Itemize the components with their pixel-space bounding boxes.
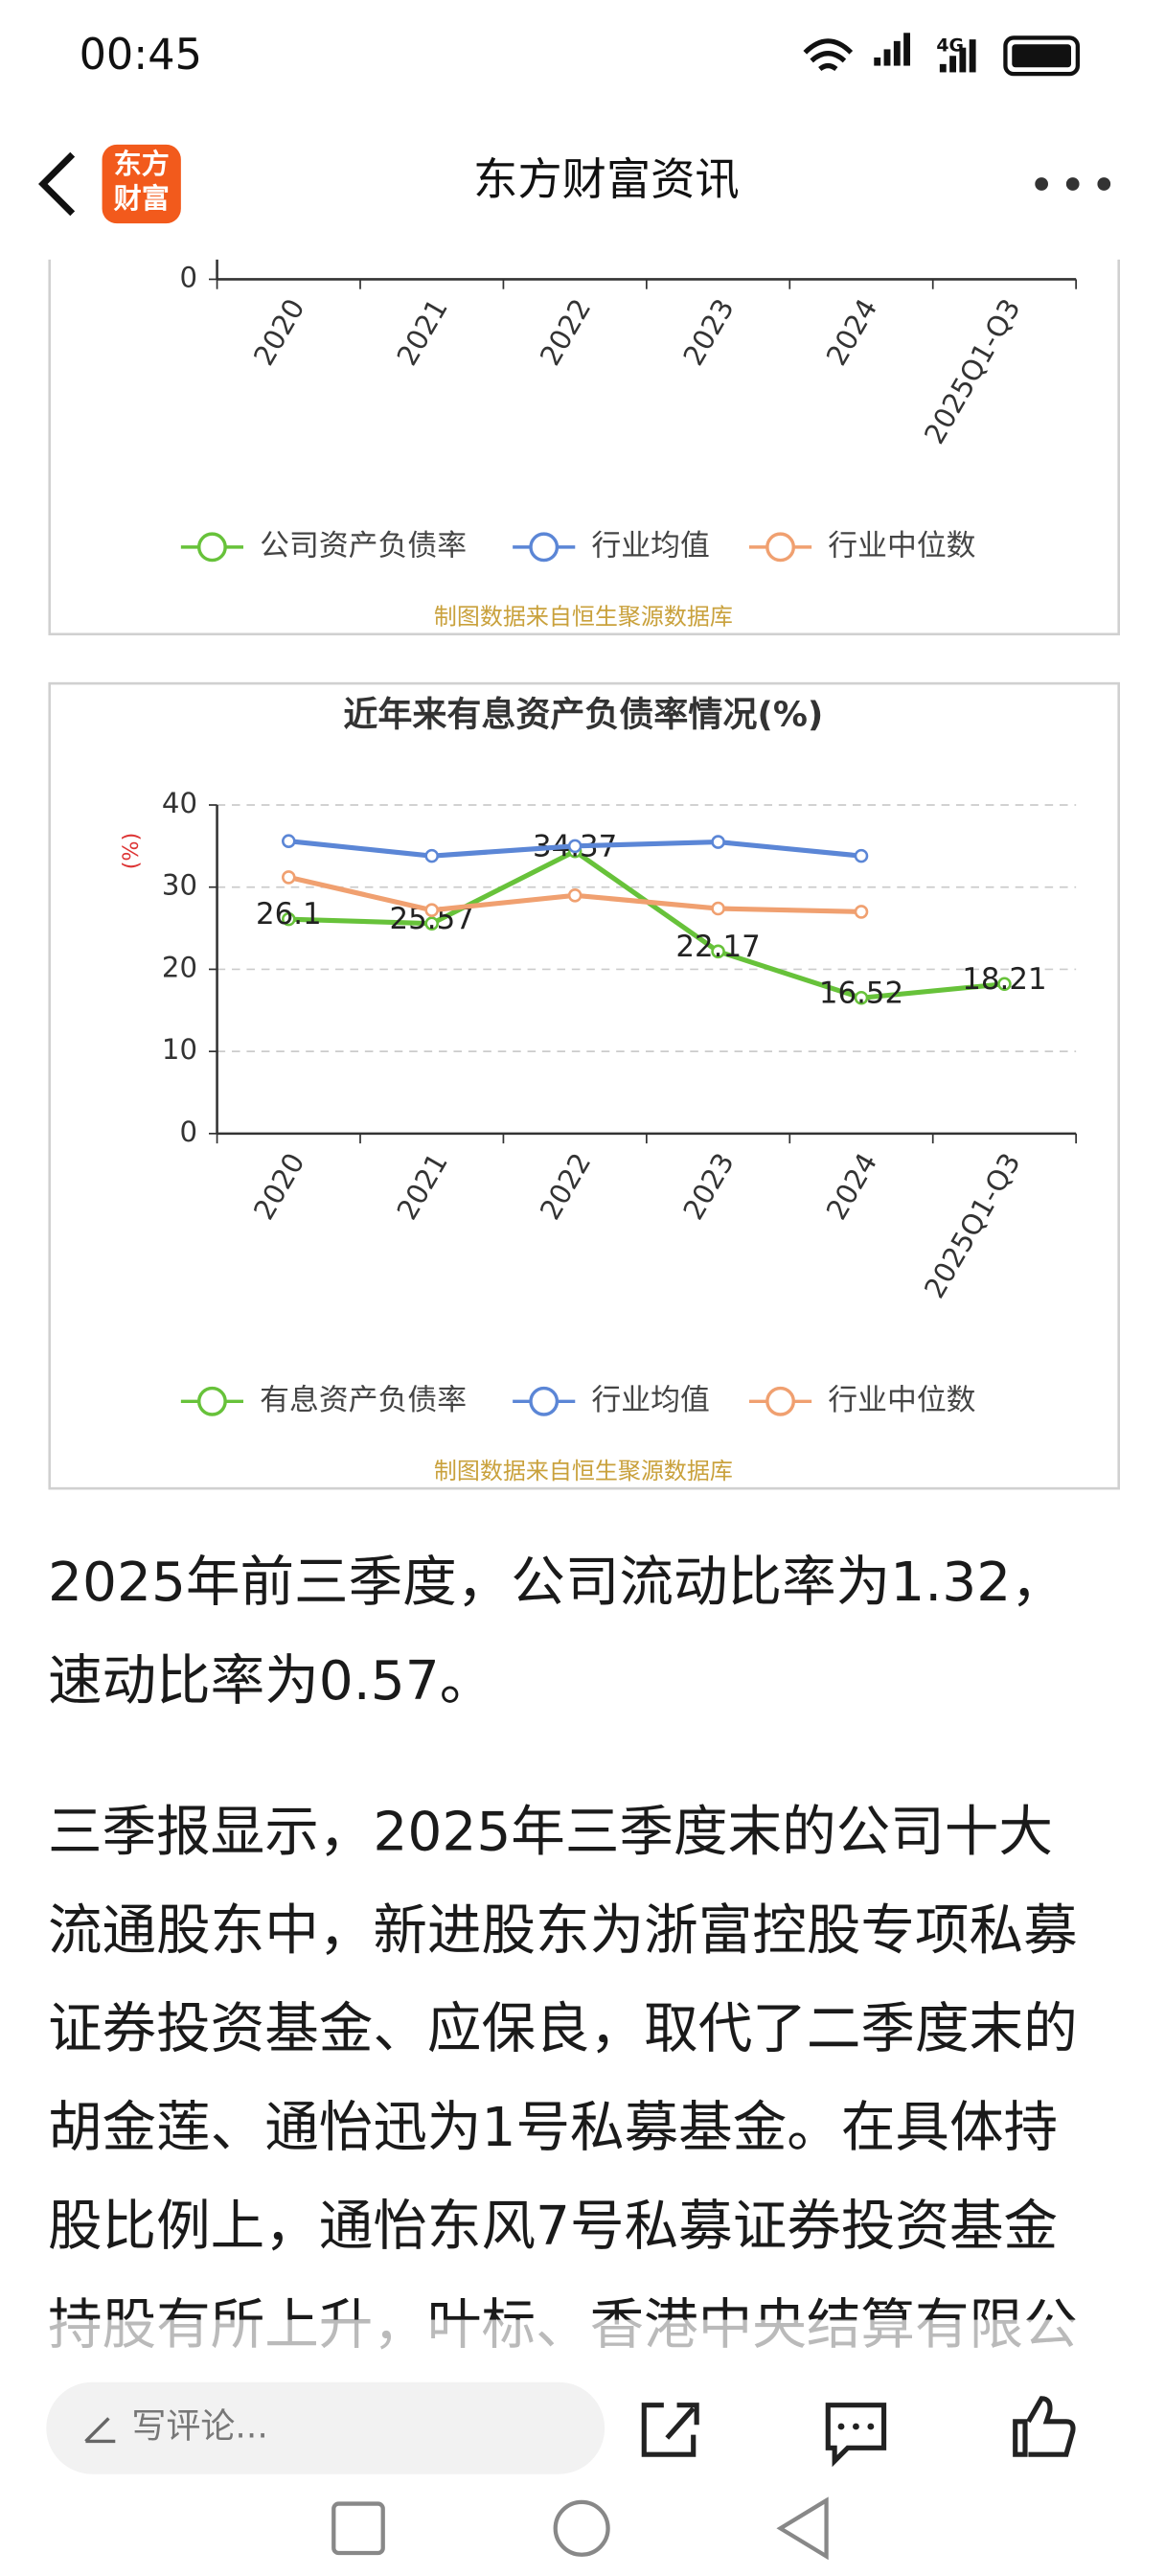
y-tick-label: 40 [162,787,197,819]
legend-marker [197,1386,227,1416]
point-marker [854,990,869,1005]
nav-home[interactable] [553,2499,610,2557]
chart-box [48,681,1120,1490]
comment-placeholder: 写评论... [131,2407,267,2447]
point-marker [424,848,439,863]
logo-bg [102,144,181,224]
point-marker [711,835,725,849]
signal-bar [949,56,956,73]
legend-label: 公司资产负债率 [260,528,467,563]
legend-label: 行业中位数 [828,528,975,563]
legend-marker [765,1386,795,1416]
more-dot [1035,177,1048,191]
data-label: 16.52 [819,976,903,1010]
pencil-icon [84,2417,116,2444]
point-marker [281,834,296,848]
y-tick-label: 30 [162,869,197,902]
point-marker [854,848,869,863]
signal-bar [939,63,947,73]
y-axis-label: (%) [119,833,144,870]
logo-text: 东方 [114,148,170,180]
signal-bar [883,49,891,66]
battery-level [1012,44,1071,68]
chart-source: 制图数据来自恒生聚源数据库 [434,1458,733,1484]
wifi-icon [803,38,854,72]
article-line: 股比例上，通怡东风7号私募证券投资基金 [48,2195,1058,2258]
point-marker [281,870,296,885]
legend-label: 行业均值 [591,1383,709,1417]
point-marker [424,903,439,917]
data-label: 26.1 [256,897,322,932]
network-type: 4G [936,36,964,57]
point-marker [997,977,1012,992]
legend-marker [197,532,227,563]
legend-marker [765,532,795,563]
chart-title: 近年来有息资产负债率情况(%) [343,695,823,734]
signal-bar [874,58,881,66]
legend-label: 有息资产负债率 [260,1383,467,1417]
y-tick-label: 0 [179,1116,197,1148]
bottom-fade [0,2319,1165,2353]
signal-bar [959,47,967,73]
like-icon[interactable] [1013,2396,1076,2457]
comment-icon[interactable] [825,2403,887,2468]
nav-back[interactable] [776,2496,829,2561]
signal-bar [969,39,976,73]
signal-bar [893,40,901,66]
data-label: 18.21 [962,962,1046,997]
article-line: 流通股东中，新进股东为浙富控股专项私募 [48,1898,1078,1962]
article-line: 2025年前三季度，公司流动比率为1.32， [48,1551,1065,1614]
header-title: 东方财富资讯 [473,153,740,205]
logo-text: 财富 [114,182,170,215]
article-line: 三季报显示，2025年三季度末的公司十大 [48,1800,1053,1863]
comment-input[interactable] [46,2381,605,2474]
legend-marker [529,532,560,563]
comment-dot [867,2423,875,2430]
y-tick-label: 20 [162,951,197,983]
comment-dot [853,2423,859,2430]
chart-source: 制图数据来自恒生聚源数据库 [434,604,733,631]
point-marker [854,905,869,919]
point-marker [424,916,439,931]
legend-label: 行业均值 [591,528,709,563]
article-line: 证券投资基金、应保良，取代了二季度末的 [48,1997,1078,2060]
article-line: 胡金莲、通怡迅为1号私募基金。在具体持 [48,2096,1058,2159]
share-icon[interactable] [641,2403,699,2457]
data-label: 22.17 [675,930,760,964]
article-line: 速动比率为0.57。 [48,1649,493,1713]
point-marker [567,839,582,854]
point-marker [711,901,725,916]
battery [1003,35,1080,77]
point-marker [711,944,725,959]
back-button[interactable] [38,151,76,217]
nav-recent[interactable] [331,2501,385,2556]
y-tick-label: 10 [162,1033,197,1066]
status-time: 00:45 [80,30,202,80]
legend-marker [529,1386,560,1416]
signal-bar [903,33,910,66]
comment-dot [837,2423,845,2430]
more-dot [1065,177,1080,191]
point-marker [567,887,582,903]
legend-label: 行业中位数 [828,1383,975,1417]
point-marker [281,911,296,927]
more-dot [1097,177,1111,191]
y-tick-label: 0 [179,261,197,293]
